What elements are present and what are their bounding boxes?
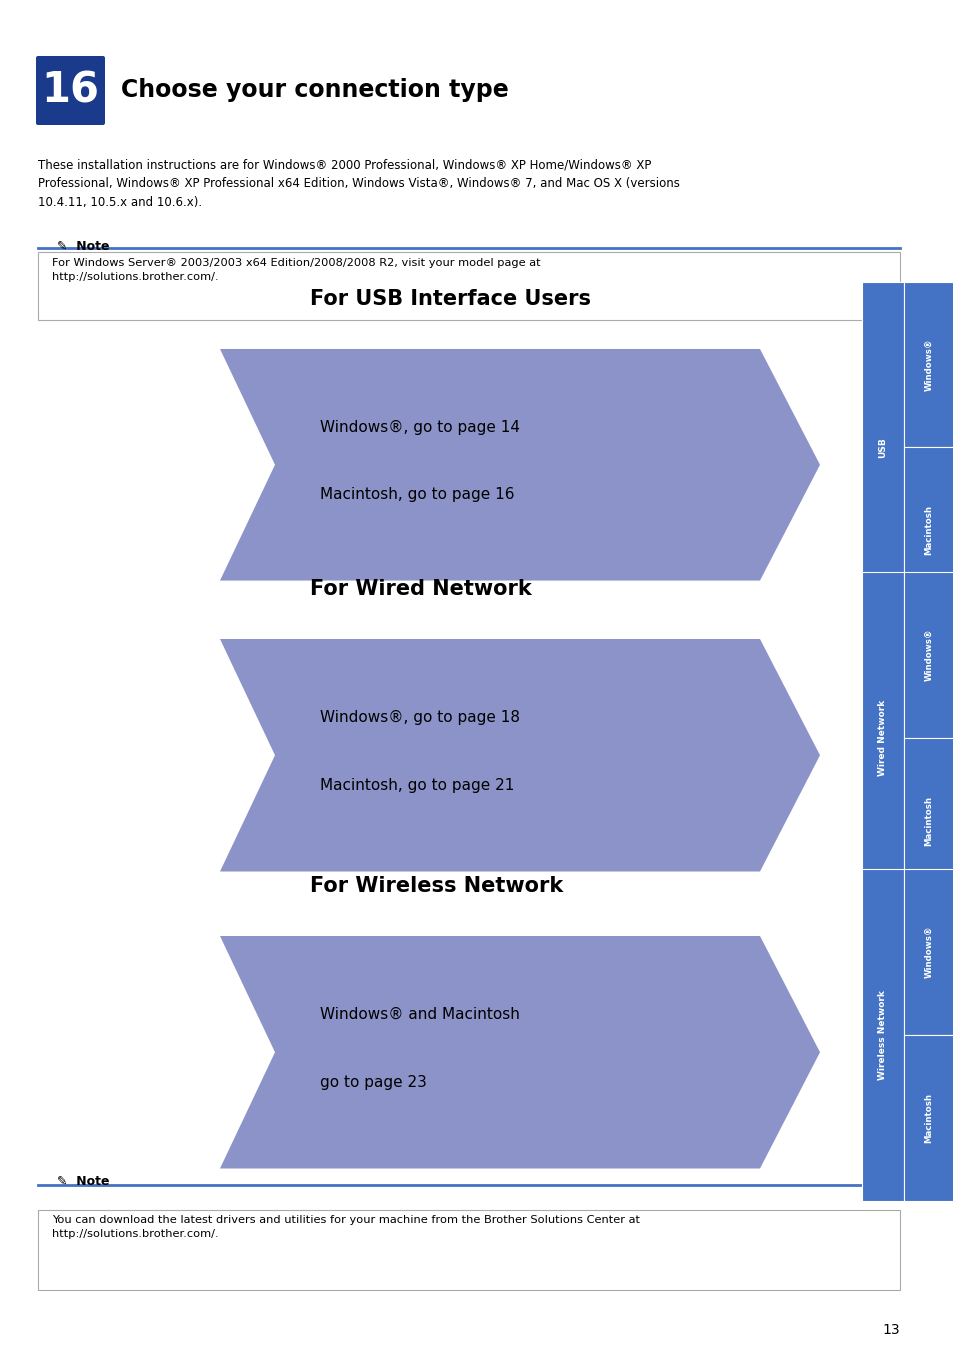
Text: Windows®, go to page 14: Windows®, go to page 14: [319, 420, 519, 435]
Text: 13: 13: [882, 1323, 899, 1336]
Polygon shape: [220, 639, 820, 872]
Bar: [903, 447, 953, 613]
Text: Macintosh: Macintosh: [923, 505, 933, 555]
Text: These installation instructions are for Windows® 2000 Professional, Windows® XP : These installation instructions are for …: [38, 158, 679, 209]
Text: Macintosh, go to page 16: Macintosh, go to page 16: [319, 487, 514, 502]
Text: go to page 23: go to page 23: [319, 1075, 426, 1089]
Bar: [38, 1210, 899, 1291]
Polygon shape: [220, 936, 820, 1169]
Bar: [903, 1034, 953, 1202]
Text: 16: 16: [42, 69, 99, 112]
Bar: [903, 571, 953, 737]
Text: Macintosh: Macintosh: [923, 1094, 933, 1143]
Text: ✎  Note: ✎ Note: [57, 1174, 110, 1188]
Text: USB: USB: [878, 437, 886, 458]
Polygon shape: [220, 350, 820, 580]
Text: Wired Network: Wired Network: [878, 699, 886, 776]
Bar: [862, 282, 903, 613]
Text: Choose your connection type: Choose your connection type: [121, 78, 508, 103]
FancyBboxPatch shape: [36, 55, 105, 126]
Text: For USB Interface Users: For USB Interface Users: [310, 289, 590, 309]
Bar: [862, 868, 903, 1202]
Bar: [903, 737, 953, 904]
Text: ✎  Note: ✎ Note: [57, 240, 110, 252]
Text: Windows®, go to page 18: Windows®, go to page 18: [319, 710, 519, 725]
Bar: [903, 282, 953, 447]
Text: Wireless Network: Wireless Network: [878, 990, 886, 1080]
Text: For Windows Server® 2003/2003 x64 Edition/2008/2008 R2, visit your model page at: For Windows Server® 2003/2003 x64 Editio…: [52, 258, 540, 282]
Bar: [38, 252, 899, 320]
Text: For Wired Network: For Wired Network: [310, 579, 531, 599]
Text: For Wireless Network: For Wireless Network: [310, 876, 562, 896]
Text: You can download the latest drivers and utilities for your machine from the Brot: You can download the latest drivers and …: [52, 1215, 639, 1239]
Text: Windows®: Windows®: [923, 925, 933, 977]
Text: Windows®: Windows®: [923, 628, 933, 680]
Text: Macintosh, go to page 21: Macintosh, go to page 21: [319, 778, 514, 792]
Text: Windows®: Windows®: [923, 339, 933, 392]
Bar: [903, 868, 953, 1034]
Bar: [862, 571, 903, 904]
Text: Macintosh: Macintosh: [923, 796, 933, 846]
Text: Windows® and Macintosh: Windows® and Macintosh: [319, 1007, 519, 1022]
